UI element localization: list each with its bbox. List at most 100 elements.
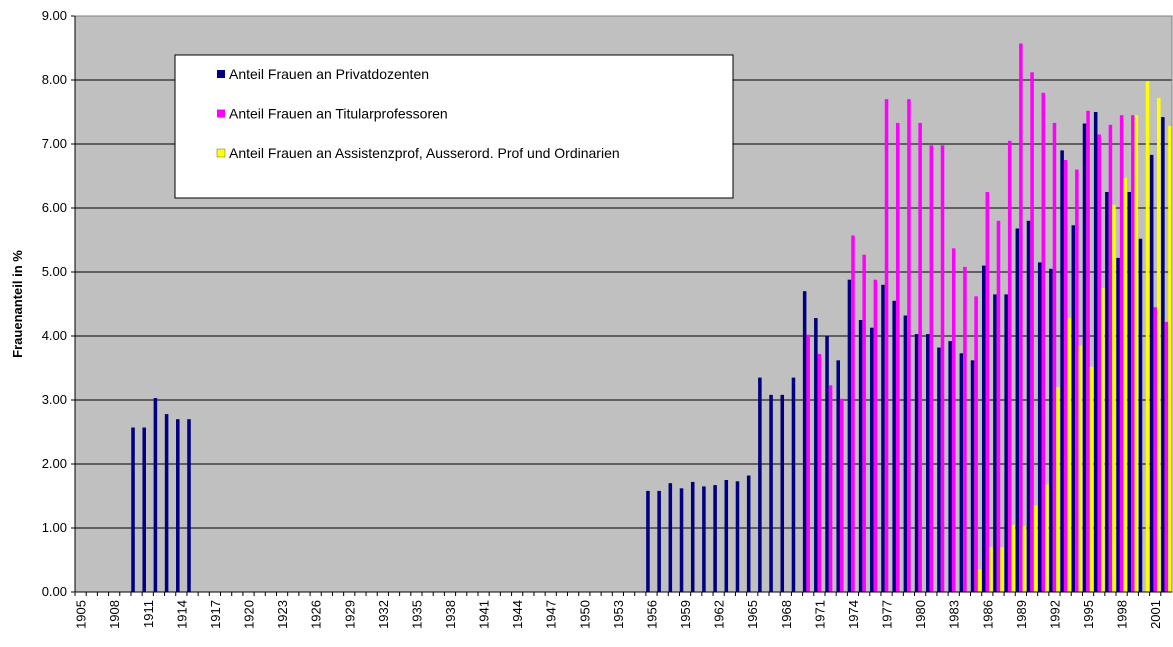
bar <box>873 279 878 592</box>
bar <box>1082 123 1087 593</box>
bar <box>142 427 146 592</box>
bar <box>914 334 919 592</box>
bar <box>735 481 740 592</box>
x-tick-label: 1989 <box>1014 600 1029 629</box>
bar <box>1067 318 1071 592</box>
bar <box>959 353 964 592</box>
bar <box>1030 72 1034 592</box>
bar <box>1089 366 1094 592</box>
bar <box>806 334 810 592</box>
legend-swatch <box>217 70 225 78</box>
x-tick-label: 1998 <box>1115 600 1130 629</box>
bar <box>847 279 852 592</box>
x-tick-label: 1965 <box>745 600 760 629</box>
bar <box>929 145 934 592</box>
y-tick-label: 4.00 <box>42 328 67 343</box>
bar <box>1119 115 1124 592</box>
bar <box>825 336 829 592</box>
bar <box>948 341 952 592</box>
bar <box>1033 505 1038 592</box>
y-tick-label: 3.00 <box>42 392 67 407</box>
y-tick-label: 8.00 <box>42 72 67 87</box>
bar <box>1105 192 1109 592</box>
bar <box>1049 268 1053 592</box>
bar <box>164 414 169 592</box>
bar <box>951 248 956 592</box>
bar <box>780 394 785 592</box>
bar <box>840 398 844 592</box>
bar <box>1060 150 1064 592</box>
legend-label: Anteil Frauen an Titularprofessoren <box>229 106 448 122</box>
y-tick-label: 1.00 <box>42 520 67 535</box>
bar <box>1161 117 1165 593</box>
bar <box>907 99 911 592</box>
bar <box>1138 238 1143 592</box>
bar <box>926 334 930 592</box>
bar <box>1112 204 1116 593</box>
x-tick-label: 1986 <box>980 600 995 629</box>
x-tick-label: 1917 <box>208 600 223 629</box>
bar <box>937 347 941 592</box>
bar <box>758 377 762 592</box>
bar <box>1097 134 1102 592</box>
x-tick-label: 1953 <box>611 600 626 629</box>
x-tick-label: 1920 <box>242 600 257 629</box>
bar <box>1078 345 1083 592</box>
bar <box>1004 294 1008 592</box>
bar <box>851 235 855 592</box>
x-tick-label: 1941 <box>477 600 492 629</box>
bar <box>646 490 650 592</box>
bar <box>1075 169 1079 592</box>
bar <box>1149 154 1154 592</box>
bar <box>989 547 993 592</box>
bar <box>963 266 967 592</box>
bar <box>977 569 982 592</box>
bar <box>1056 387 1060 592</box>
bar <box>1015 228 1020 593</box>
bar <box>1093 112 1098 592</box>
bar <box>892 300 896 592</box>
bar <box>1063 160 1068 592</box>
y-tick-label: 6.00 <box>42 200 67 215</box>
y-tick-label: 2.00 <box>42 456 67 471</box>
bar <box>903 315 908 592</box>
bar <box>970 360 975 592</box>
legend-box <box>174 54 734 199</box>
x-tick-label: 1938 <box>443 600 458 629</box>
x-tick-label: 1956 <box>644 600 659 629</box>
y-tick-label: 0.00 <box>42 584 67 599</box>
x-tick-label: 1995 <box>1081 600 1096 629</box>
bar <box>702 486 706 592</box>
bar <box>1156 97 1161 593</box>
bar <box>918 122 922 592</box>
y-tick-label: 5.00 <box>42 264 67 279</box>
bar <box>1086 110 1090 592</box>
bar <box>817 353 822 592</box>
legend-swatch <box>217 109 225 118</box>
bar <box>153 398 158 592</box>
bar <box>836 360 841 592</box>
bar <box>791 377 796 592</box>
bar <box>1000 547 1004 592</box>
x-tick-label: 1980 <box>913 600 928 629</box>
bar <box>1164 321 1169 592</box>
bar <box>1108 124 1113 593</box>
bar <box>1037 262 1042 592</box>
bar <box>1153 307 1157 592</box>
x-tick-label: 1950 <box>577 600 592 629</box>
x-tick-label: 2001 <box>1148 600 1163 629</box>
legend-label: Anteil Frauen an Assistenzprof, Ausseror… <box>229 145 620 161</box>
x-tick-label: 1977 <box>880 600 895 629</box>
bar <box>1134 115 1139 592</box>
x-tick-label: 1947 <box>544 600 559 629</box>
x-tick-label: 1971 <box>812 600 827 629</box>
bar <box>974 296 978 592</box>
bar <box>981 265 986 592</box>
bar <box>1022 526 1027 592</box>
bar <box>1019 43 1023 592</box>
bar <box>985 192 990 592</box>
bar <box>993 294 997 592</box>
bar <box>870 327 874 592</box>
bar <box>187 419 191 592</box>
